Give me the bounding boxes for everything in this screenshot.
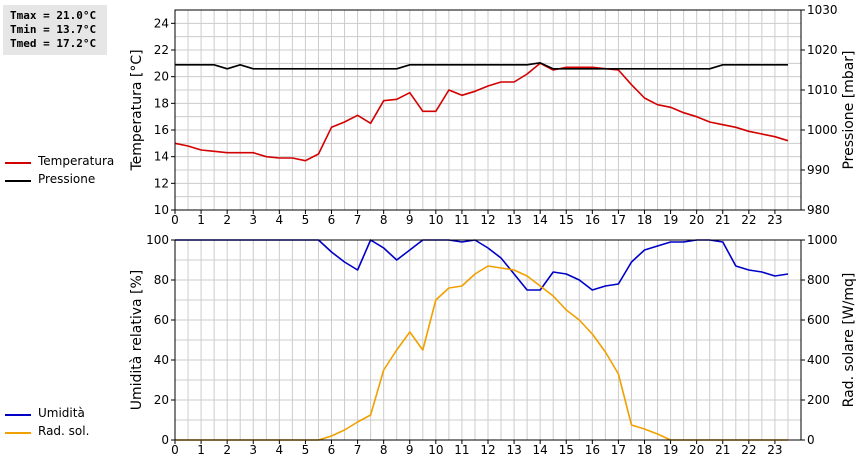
x-tick-label: 2	[223, 213, 231, 227]
y-tick-label-left: 20	[154, 70, 169, 84]
x-tick-label: 16	[585, 213, 600, 227]
x-tick-label: 5	[302, 443, 310, 457]
x-tick-label: 23	[767, 213, 782, 227]
series-line-pressione	[175, 61, 788, 70]
y-axis-title-right: Rad. solare [W/mq]	[841, 273, 857, 408]
x-tick-label: 9	[406, 443, 414, 457]
y-tick-label-right: 1000	[807, 233, 838, 247]
y-tick-label-left: 20	[154, 393, 169, 407]
plot-frame	[174, 9, 802, 211]
x-tick-label: 11	[454, 443, 469, 457]
x-tick-label: 1	[197, 443, 205, 457]
x-tick-label: 7	[354, 443, 362, 457]
y-tick-label-left: 12	[154, 176, 169, 190]
x-tick-label: 23	[767, 443, 782, 457]
x-tick-label: 17	[611, 213, 626, 227]
y-tick-label-left: 0	[161, 433, 169, 447]
x-tick-label: 5	[302, 213, 310, 227]
x-tick-label: 4	[276, 213, 284, 227]
x-tick-label: 3	[249, 443, 257, 457]
legend-label-temperature: Temperatura	[38, 154, 115, 168]
x-tick-label: 6	[328, 213, 336, 227]
x-tick-label: 22	[741, 213, 756, 227]
y-tick-label-left: 24	[154, 16, 169, 30]
x-tick-label: 11	[454, 213, 469, 227]
y-tick-label-left: 100	[146, 233, 169, 247]
y-axis-title-left: Temperatura [°C]	[129, 49, 145, 171]
x-tick-label: 10	[428, 443, 443, 457]
chart-panel-0	[171, 9, 805, 214]
x-tick-label: 18	[637, 443, 652, 457]
x-tick-label: 13	[506, 213, 521, 227]
x-tick-label: 15	[559, 213, 574, 227]
weather-chart: 0 1 2 3 4 5 6 7 8 9 10 11 12 13 14 15 16 17 18 19 20 21 22 2310…	[129, 3, 857, 457]
x-tick-label: 18	[637, 213, 652, 227]
x-tick-label: 17	[611, 443, 626, 457]
y-tick-label-left: 60	[154, 313, 169, 327]
y-tick-label-right: 200	[807, 393, 830, 407]
x-tick-label: 21	[715, 443, 730, 457]
y-tick-label-left: 80	[154, 273, 169, 287]
x-tick-label: 9	[406, 213, 414, 227]
y-tick-label-right: 1030	[807, 3, 838, 17]
legend-label-humidity: Umidità	[38, 406, 85, 420]
y-tick-label-left: 22	[154, 43, 169, 57]
y-tick-label-left: 18	[154, 96, 169, 110]
stat-tmed: Tmed = 17.2°C	[10, 37, 97, 50]
x-tick-label: 0	[171, 443, 179, 457]
x-tick-label: 12	[480, 213, 495, 227]
stat-tmax: Tmax = 21.0°C	[10, 9, 97, 22]
x-tick-label: 10	[428, 213, 443, 227]
x-tick-label: 20	[689, 443, 704, 457]
y-tick-label-left: 40	[154, 353, 169, 367]
series-line-umidit-	[175, 239, 789, 291]
y-tick-label-right: 1020	[807, 43, 838, 57]
legend-swatch-solar	[5, 432, 31, 434]
x-tick-label: 3	[249, 213, 257, 227]
x-tick-label: 0	[171, 213, 179, 227]
legend-label-pressure: Pressione	[38, 172, 96, 186]
y-tick-label-right: 1010	[807, 83, 838, 97]
series-line-rad-sol-	[175, 265, 788, 441]
x-tick-label: 2	[223, 443, 231, 457]
x-tick-label: 20	[689, 213, 704, 227]
y-tick-label-right: 800	[807, 273, 830, 287]
y-tick-label-right: 400	[807, 353, 830, 367]
x-tick-label: 8	[380, 213, 388, 227]
x-tick-label: 8	[380, 443, 388, 457]
y-tick-label-right: 0	[807, 433, 815, 447]
x-tick-label: 13	[506, 443, 521, 457]
x-tick-label: 14	[533, 213, 548, 227]
x-tick-label: 1	[197, 213, 205, 227]
y-tick-label-left: 10	[154, 203, 169, 217]
x-tick-label: 22	[741, 443, 756, 457]
stat-tmin: Tmin = 13.7°C	[10, 23, 97, 36]
legend-swatch-pressure	[5, 180, 31, 182]
x-tick-label: 21	[715, 213, 730, 227]
y-tick-label-left: 16	[154, 123, 169, 137]
temperature-stats-box: Tmax = 21.0°C Tmin = 13.7°C Tmed = 17.2°C	[3, 5, 107, 55]
plot-frame	[174, 239, 802, 441]
legend-label-solar: Rad. sol.	[38, 424, 90, 438]
y-tick-label-right: 1000	[807, 123, 838, 137]
y-tick-label-right: 980	[807, 203, 830, 217]
series-line-temperatura	[174, 62, 789, 162]
x-tick-label: 15	[559, 443, 574, 457]
y-axis-title-left: Umidità relativa [%]	[129, 270, 145, 411]
legend-swatch-temperature	[5, 162, 31, 164]
y-tick-label-left: 14	[154, 150, 169, 164]
x-tick-label: 19	[663, 443, 678, 457]
x-tick-label: 12	[480, 443, 495, 457]
y-tick-label-right: 990	[807, 163, 830, 177]
x-tick-label: 14	[533, 443, 548, 457]
x-tick-label: 7	[354, 213, 362, 227]
chart-panel-1	[171, 239, 805, 444]
x-tick-label: 6	[328, 443, 336, 457]
y-tick-label-right: 600	[807, 313, 830, 327]
x-tick-label: 4	[276, 443, 284, 457]
x-tick-label: 19	[663, 213, 678, 227]
x-tick-label: 16	[585, 443, 600, 457]
legend-swatch-humidity	[5, 414, 31, 416]
y-axis-title-right: Pressione [mbar]	[841, 50, 857, 169]
